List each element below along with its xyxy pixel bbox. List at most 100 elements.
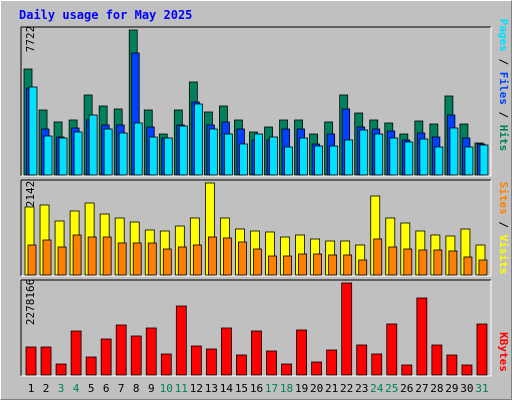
bar-kbytes-day-30 bbox=[461, 364, 473, 376]
x-tick-label-day-6: 6 bbox=[103, 382, 110, 395]
bar-kbytes-day-17 bbox=[266, 350, 277, 376]
x-tick-label-day-9: 9 bbox=[148, 382, 155, 395]
bar-kbytes-day-3 bbox=[55, 363, 67, 376]
x-tick-label-day-13: 13 bbox=[205, 382, 218, 395]
bar-pages-day-6 bbox=[103, 128, 113, 176]
bar-sites-day-3 bbox=[57, 246, 67, 276]
y-max-label-visits: 2142 bbox=[24, 181, 37, 208]
bar-sites-day-10 bbox=[162, 248, 172, 276]
bar-pages-day-9 bbox=[148, 136, 158, 176]
bar-pages-day-11 bbox=[178, 125, 188, 176]
bar-sites-day-1 bbox=[27, 244, 37, 276]
bar-pages-day-30 bbox=[464, 146, 474, 176]
x-axis-day-labels: 1 2 3 4 5 6 7 8 9 10 11 12 13 14 15 16 17 18 19 20 21 22 23 24 2… bbox=[28, 382, 489, 395]
bar-pages-day-24 bbox=[374, 133, 384, 176]
legend-kbytes: KBytes bbox=[497, 332, 510, 372]
bar-sites-day-6 bbox=[102, 236, 112, 276]
svg-text:Pages / Files / Hits: Pages / Files / Hits bbox=[497, 19, 510, 152]
bar-sites-day-9 bbox=[147, 242, 157, 276]
x-tick-label-day-17: 17 bbox=[265, 382, 278, 395]
chart-bars bbox=[23, 29, 489, 376]
bar-sites-day-26 bbox=[403, 248, 413, 276]
bar-kbytes-day-15 bbox=[236, 354, 247, 376]
x-tick-label-day-1: 1 bbox=[28, 382, 35, 395]
bar-pages-day-25 bbox=[389, 137, 399, 176]
bar-sites-day-15 bbox=[238, 241, 247, 276]
bar-kbytes-day-29 bbox=[446, 354, 458, 376]
bar-kbytes-day-12 bbox=[190, 345, 202, 376]
bar-pages-day-17 bbox=[269, 136, 278, 176]
bar-pages-day-7 bbox=[118, 132, 128, 176]
bar-sites-day-22 bbox=[343, 254, 353, 276]
x-tick-label-day-29: 29 bbox=[445, 382, 458, 395]
bar-sites-day-23 bbox=[358, 259, 368, 276]
bar-sites-day-19 bbox=[298, 253, 307, 276]
bar-pages-day-23 bbox=[359, 129, 369, 176]
bar-pages-day-2 bbox=[43, 135, 53, 176]
chart-title: Daily usage for May 2025 bbox=[19, 8, 192, 22]
x-tick-label-day-20: 20 bbox=[310, 382, 323, 395]
bar-pages-day-21 bbox=[329, 145, 339, 176]
bar-pages-day-13 bbox=[208, 128, 218, 176]
bar-sites-day-20 bbox=[313, 253, 323, 276]
bar-kbytes-day-20 bbox=[311, 361, 323, 376]
bar-pages-day-8 bbox=[133, 122, 143, 176]
legend-separator: / bbox=[497, 215, 510, 235]
svg-text:KBytes: KBytes bbox=[497, 332, 510, 372]
x-tick-label-day-14: 14 bbox=[220, 382, 234, 395]
bar-pages-day-15 bbox=[239, 143, 248, 176]
bar-kbytes-day-2 bbox=[40, 346, 52, 376]
legend-entry-files: Files bbox=[497, 72, 510, 105]
bar-kbytes-day-7 bbox=[115, 324, 127, 376]
x-tick-label-day-12: 12 bbox=[190, 382, 203, 395]
bar-kbytes-day-4 bbox=[70, 330, 82, 376]
x-tick-label-day-25: 25 bbox=[385, 382, 398, 395]
legend-entry-kbytes: KBytes bbox=[497, 332, 510, 372]
bar-sites-day-17 bbox=[268, 255, 277, 276]
y-max-label-kbytes: 2278166 bbox=[24, 279, 37, 325]
bar-pages-day-16 bbox=[254, 133, 263, 176]
bar-pages-day-4 bbox=[73, 131, 83, 176]
bar-sites-day-18 bbox=[283, 255, 292, 276]
bar-pages-day-5 bbox=[88, 114, 98, 176]
x-tick-label-day-15: 15 bbox=[235, 382, 248, 395]
x-tick-label-day-7: 7 bbox=[118, 382, 125, 395]
bar-kbytes-day-19 bbox=[296, 329, 307, 376]
bar-sites-day-27 bbox=[418, 249, 428, 276]
bar-sites-day-16 bbox=[253, 248, 262, 276]
bar-pages-day-19 bbox=[299, 137, 308, 176]
bar-sites-day-24 bbox=[373, 238, 383, 276]
bar-kbytes-day-9 bbox=[145, 327, 157, 376]
bar-kbytes-day-8 bbox=[130, 335, 142, 376]
bar-kbytes-day-21 bbox=[326, 349, 338, 376]
legend-entry-visits: Visits bbox=[497, 235, 510, 275]
bar-sites-day-30 bbox=[463, 256, 473, 276]
legend-entry-pages: Pages bbox=[497, 19, 510, 52]
legend-entry-hits: Hits bbox=[497, 125, 510, 152]
bar-kbytes-day-10 bbox=[160, 353, 172, 376]
x-tick-label-day-30: 30 bbox=[460, 382, 473, 395]
bar-kbytes-day-26 bbox=[401, 364, 413, 376]
bar-kbytes-day-22 bbox=[341, 282, 353, 376]
bar-sites-day-21 bbox=[328, 254, 338, 276]
bar-sites-day-31 bbox=[478, 259, 488, 276]
bar-kbytes-day-14 bbox=[221, 327, 232, 376]
bar-pages-day-14 bbox=[224, 133, 233, 176]
bar-kbytes-day-6 bbox=[100, 338, 112, 376]
bar-kbytes-day-27 bbox=[416, 297, 428, 376]
bar-sites-day-29 bbox=[448, 250, 458, 276]
bar-pages-day-22 bbox=[344, 139, 354, 176]
bar-kbytes-day-23 bbox=[356, 344, 368, 376]
bar-kbytes-day-11 bbox=[175, 305, 187, 376]
x-tick-label-day-16: 16 bbox=[250, 382, 263, 395]
x-tick-label-day-4: 4 bbox=[73, 382, 80, 395]
bar-sites-day-14 bbox=[223, 237, 232, 276]
bar-pages-day-26 bbox=[404, 141, 414, 176]
x-tick-label-day-19: 19 bbox=[295, 382, 308, 395]
legend-entry-sites: Sites bbox=[497, 182, 510, 215]
x-tick-label-day-8: 8 bbox=[133, 382, 140, 395]
bar-sites-day-7 bbox=[117, 242, 127, 276]
bar-sites-day-5 bbox=[87, 236, 97, 276]
bar-sites-day-8 bbox=[132, 242, 142, 276]
